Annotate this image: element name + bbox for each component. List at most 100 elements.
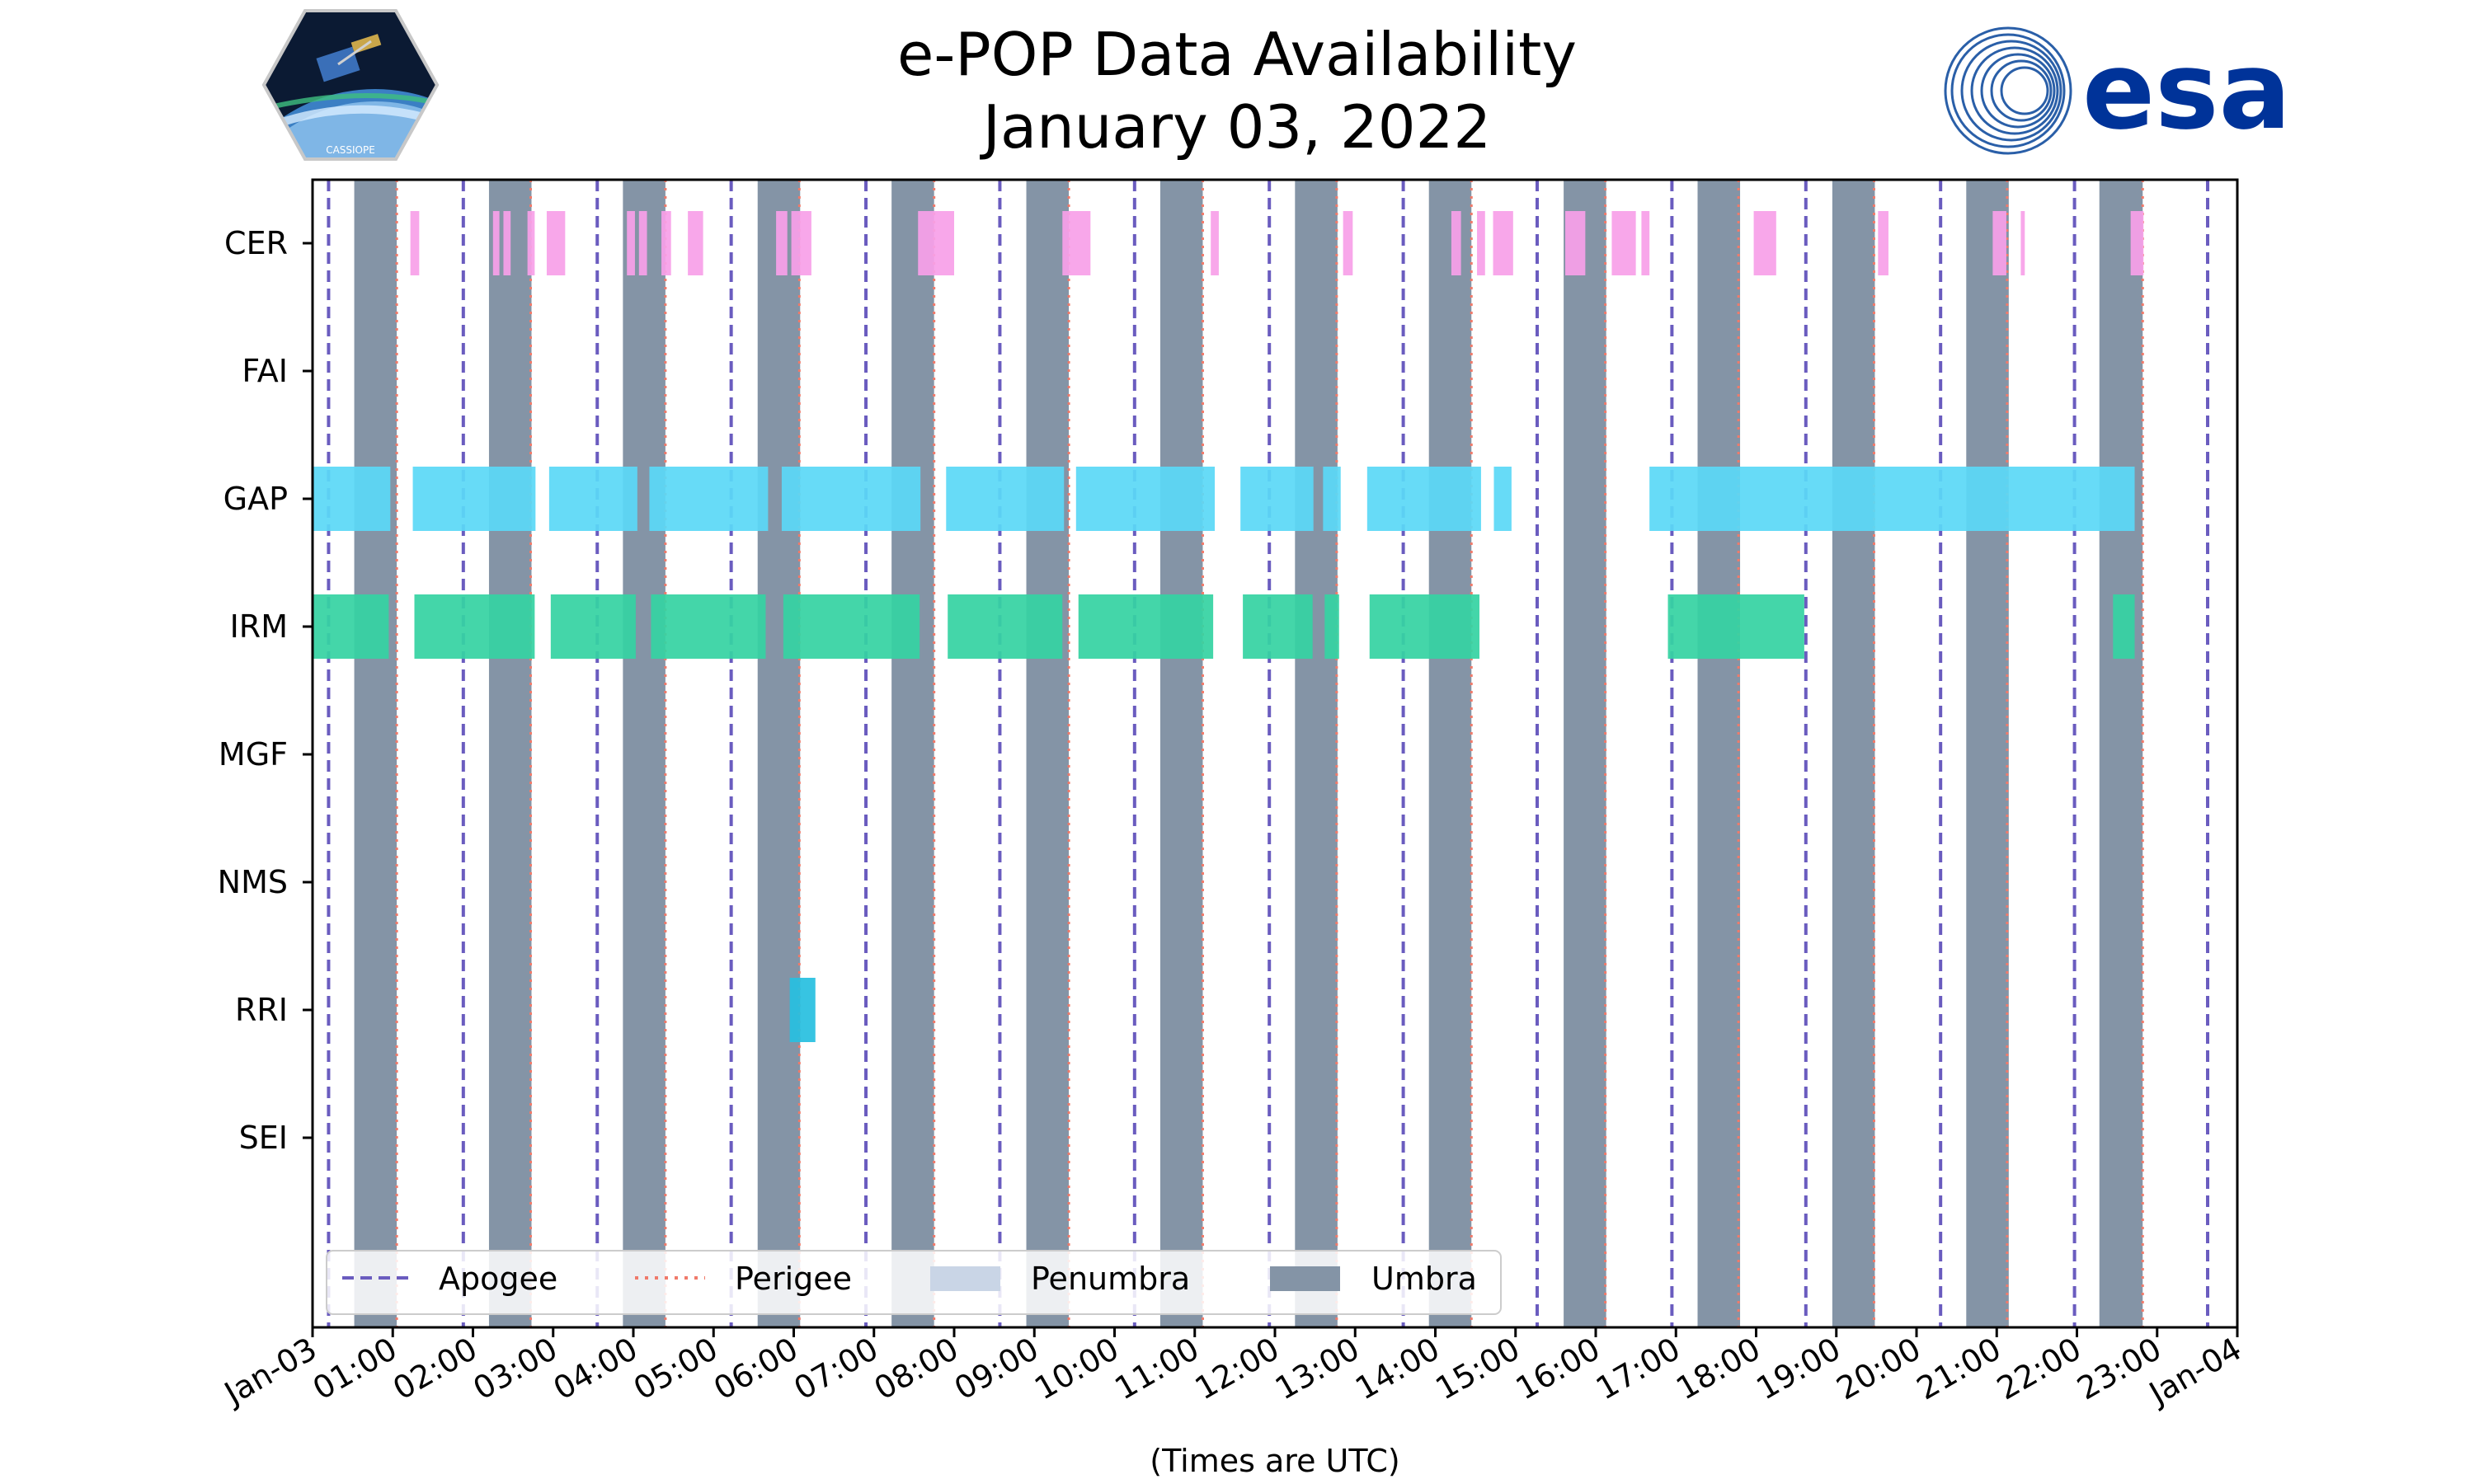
x-tick-label: Jan-03 [217,1331,322,1412]
cassiope-logo-text: CASSIOPE [326,144,375,156]
x-tick-label: 11:00 [1108,1331,1205,1407]
bar-cer [661,211,671,275]
bar-gap [1240,467,1314,531]
bar-irm [1369,594,1479,659]
y-tick-label-sei: SEI [239,1120,288,1156]
umbra-band [2099,180,2143,1327]
umbra-band [891,180,934,1327]
bar-irm [948,594,1063,659]
umbra-band [1428,180,1472,1327]
bar-cer [1493,211,1513,275]
bar-cer [2130,211,2144,275]
x-tick-label: 01:00 [307,1331,403,1407]
bar-irm [651,594,766,659]
bar-irm [783,594,920,659]
x-tick-label: 08:00 [868,1331,965,1407]
bar-irm [1078,594,1214,659]
x-tick-label: 15:00 [1429,1331,1526,1407]
bar-gap [548,467,637,531]
umbra-bands [354,180,2143,1327]
bar-cer [1992,211,2006,275]
bar-gap [412,467,536,531]
y-tick-label-mgf: MGF [219,736,288,773]
plot-area [313,180,2237,1327]
bar-cer [688,211,703,275]
bar-gap [1075,467,1216,531]
bar-irm [1324,594,1339,659]
bar-cer [1611,211,1636,275]
umbra-band [1832,180,1875,1327]
legend-penumbra-swatch [930,1266,1000,1291]
availability-bars [313,211,2144,1042]
title-line-2: January 03, 2022 [982,92,1492,162]
y-tick-label-gap: GAP [223,481,288,517]
esa-logo: esa [1944,26,2291,155]
x-tick-label: 16:00 [1510,1331,1606,1407]
bar-gap [1323,467,1341,531]
bar-cer [1451,211,1461,275]
bar-cer [638,211,647,275]
x-tick-label: 17:00 [1590,1331,1686,1407]
bar-cer [2020,211,2025,275]
y-tick-label-rri: RRI [235,992,288,1028]
umbra-band [757,180,801,1327]
bar-irm [414,594,535,659]
y-tick-label-cer: CER [224,225,288,261]
x-tick-label: 04:00 [548,1331,644,1407]
bar-cer [1477,211,1485,275]
umbra-band [1159,180,1203,1327]
bar-gap [781,467,921,531]
x-axis: Jan-0301:0002:0003:0004:0005:0006:0007:0… [217,1327,2248,1412]
legend-umbra-swatch [1270,1266,1340,1291]
x-tick-label: 22:00 [1991,1331,2087,1407]
y-tick-label-irm: IRM [230,608,288,645]
umbra-band [1295,180,1338,1327]
bar-cer [1343,211,1353,275]
bar-cer [546,211,566,275]
bar-cer [1878,211,1888,275]
legend-perigee-label: Perigee [735,1261,852,1297]
x-tick-label: 07:00 [788,1331,884,1407]
x-tick-label: 18:00 [1670,1331,1766,1407]
x-axis-label: (Times are UTC) [1150,1443,1399,1479]
x-tick-label: 05:00 [628,1331,724,1407]
bar-gap [649,467,769,531]
x-tick-label: 06:00 [708,1331,804,1407]
x-tick-label: 03:00 [467,1331,563,1407]
bar-cer [1753,211,1776,275]
legend-penumbra-label: Penumbra [1031,1261,1190,1297]
umbra-band [354,180,397,1327]
x-tick-label: 14:00 [1349,1331,1446,1407]
bar-cer [776,211,788,275]
bar-cer [918,211,954,275]
x-tick-label: 19:00 [1750,1331,1846,1407]
x-tick-label: 02:00 [387,1331,483,1407]
esa-logo-text: esa [2082,28,2291,153]
bar-cer [410,211,420,275]
x-tick-label: Jan-04 [2142,1331,2247,1412]
bar-cer [627,211,635,275]
legend-frame [326,1250,1502,1315]
x-tick-label: 09:00 [948,1331,1045,1407]
legend: Apogee Perigee Penumbra Umbra [326,1250,1502,1315]
bar-cer [492,211,500,275]
bar-cer [527,211,535,275]
bar-cer [1062,211,1091,275]
bar-cer [1211,211,1219,275]
y-axis: CER FAI GAP IRM MGF NMS RRI SEI [218,225,313,1156]
bar-irm [313,594,389,659]
x-tick-label: 13:00 [1269,1331,1366,1407]
apogee-lines [327,180,2210,1327]
bar-gap [946,467,1065,531]
umbra-band [1697,180,1741,1327]
legend-apogee-label: Apogee [439,1261,557,1297]
umbra-band [1026,180,1070,1327]
bar-gap [1649,467,2135,531]
x-tick-label: 20:00 [1831,1331,1927,1407]
bar-irm [1667,594,1804,659]
cassiope-mission-logo: CASSIOPE [261,9,440,161]
bar-irm [550,594,636,659]
y-tick-label-fai: FAI [242,353,288,389]
y-tick-label-nms: NMS [218,864,288,900]
